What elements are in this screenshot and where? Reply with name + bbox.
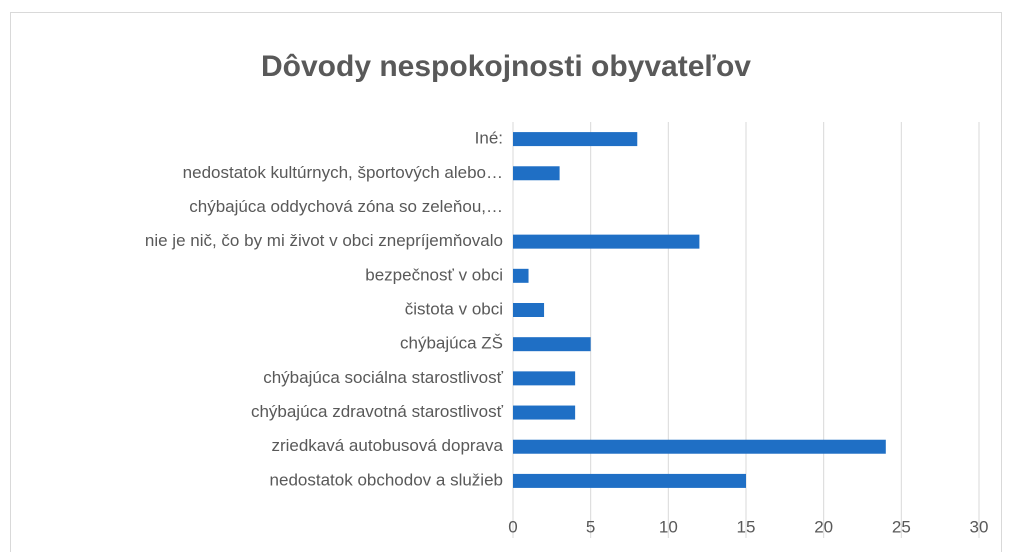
y-tick-label: čistota v obci	[405, 299, 503, 318]
bar	[513, 234, 700, 249]
x-tick-label: 20	[814, 517, 833, 536]
bar	[513, 268, 529, 283]
y-tick-label: chýbajúca sociálna starostlivosť	[263, 368, 503, 387]
bar	[513, 132, 638, 147]
y-tick-label: chýbajúca ZŠ	[400, 334, 503, 353]
x-tick-label: 5	[586, 517, 595, 536]
x-tick-label: 25	[892, 517, 911, 536]
y-tick-label: chýbajúca zdravotná starostlivosť	[251, 402, 504, 421]
y-tick-label: zriedkavá autobusová doprava	[271, 436, 503, 455]
bar	[513, 371, 576, 386]
bar	[513, 303, 545, 317]
y-tick-label: nie je nič, čo by mi život v obci zneprí…	[145, 231, 503, 250]
chart-title: Dôvody nespokojnosti obyvateľov	[261, 50, 751, 83]
x-tick-label: 15	[737, 517, 756, 536]
y-tick-label: nedostatok kultúrnych, športových alebo…	[183, 163, 503, 182]
bar	[513, 337, 591, 352]
y-tick-label: nedostatok obchodov a služieb	[270, 470, 503, 489]
bar	[513, 439, 886, 454]
bar	[513, 166, 560, 181]
y-tick-label: Iné:	[475, 129, 503, 148]
x-tick-label: 0	[508, 517, 517, 536]
bar	[513, 473, 746, 488]
chart-border	[10, 12, 1002, 552]
y-tick-label: bezpečnosť v obci	[365, 265, 503, 284]
bar	[513, 405, 576, 420]
x-tick-label: 30	[970, 517, 989, 536]
x-tick-label: 10	[659, 517, 678, 536]
y-tick-label: chýbajúca oddychová zóna so zeleňou,…	[189, 197, 503, 216]
